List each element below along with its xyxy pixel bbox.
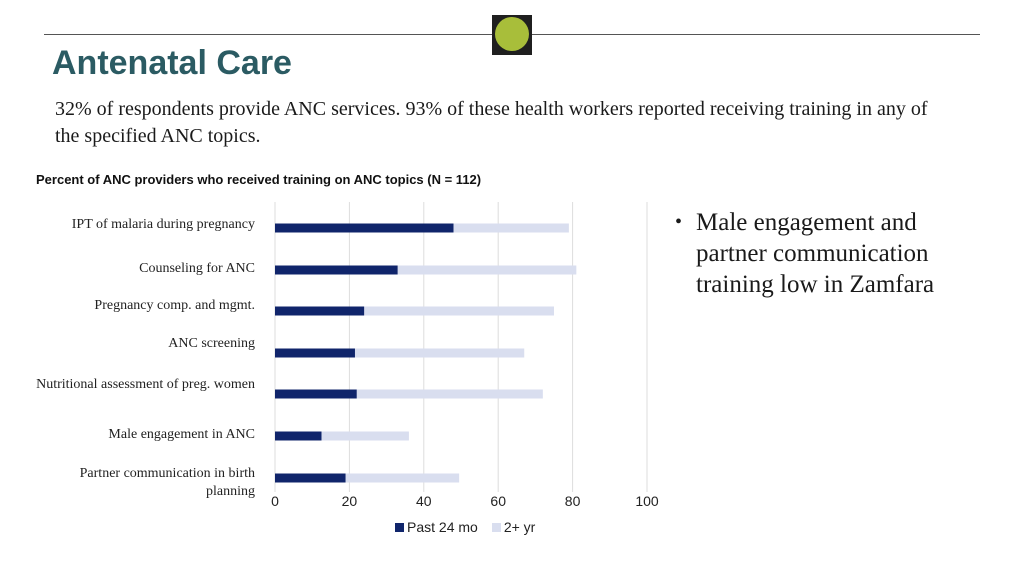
bar-segment	[364, 306, 554, 316]
bar-segment	[453, 223, 569, 233]
x-tick-label: 60	[490, 493, 506, 509]
x-tick-label: 40	[416, 493, 432, 509]
bar-segment	[356, 389, 543, 399]
category-label: Partner communication in birth planning	[79, 466, 255, 499]
key-finding-list: Male engagement and partner communicatio…	[675, 207, 985, 300]
bar-segment	[275, 431, 322, 441]
chart-legend: Past 24 mo 2+ yr	[395, 519, 545, 535]
x-tick-label: 0	[271, 493, 279, 509]
chart-title: Percent of ANC providers who received tr…	[36, 172, 482, 187]
bar-segment	[275, 306, 365, 316]
x-tick-label: 100	[635, 493, 659, 509]
bar-segment	[275, 389, 357, 399]
bar-segment	[275, 473, 346, 483]
x-tick-label: 20	[342, 493, 358, 509]
bar-segment	[354, 348, 525, 358]
category-label: Male engagement in ANC	[108, 427, 255, 442]
key-finding-item: Male engagement and partner communicatio…	[675, 207, 985, 300]
slide-title: Antenatal Care	[52, 44, 292, 82]
bar-segment	[397, 265, 577, 275]
legend-item: 2+ yr	[491, 519, 536, 535]
category-label: ANC screening	[168, 336, 255, 351]
legend-label: 2+ yr	[503, 519, 536, 535]
category-label: Pregnancy comp. and mgmt.	[94, 298, 255, 313]
logo-badge-circle	[495, 17, 529, 51]
bar-segment	[321, 431, 409, 441]
bar-segment	[275, 348, 355, 358]
legend-swatch-past-24-mo	[395, 522, 404, 532]
bar-segment	[275, 223, 454, 233]
x-tick-label: 80	[565, 493, 581, 509]
category-label: Nutritional assessment of preg. women	[36, 377, 255, 392]
slide-subtitle: 32% of respondents provide ANC services.…	[55, 98, 928, 147]
legend-item: Past 24 mo	[395, 519, 478, 535]
category-label: IPT of malaria during pregnancy	[71, 217, 255, 232]
legend-swatch-2-plus-yr	[491, 522, 501, 532]
bar-segment	[345, 473, 460, 483]
category-label: Counseling for ANC	[139, 261, 255, 276]
legend-label: Past 24 mo	[407, 519, 478, 535]
bar-segment	[275, 265, 398, 275]
